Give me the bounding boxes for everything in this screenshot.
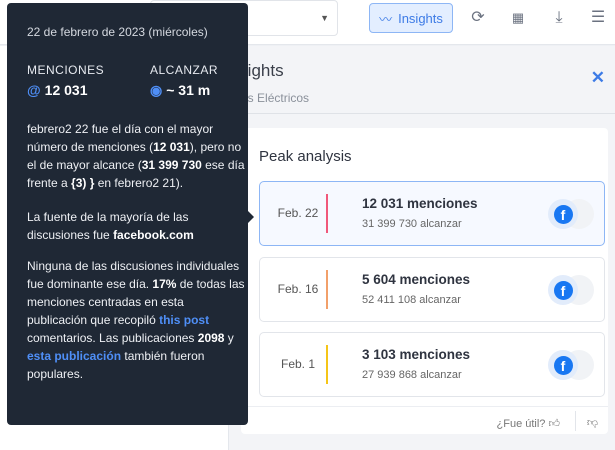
tooltip-paragraph-source: La fuente de la mayoría de las discusion… bbox=[27, 210, 194, 242]
insights-button[interactable]: 〰 Insights bbox=[369, 3, 453, 33]
peak-tooltip: 22 de febrero de 2023 (miércoles) MENCIO… bbox=[7, 3, 254, 425]
feedback-question: ¿Fue útil? 👍︎ bbox=[496, 418, 561, 430]
divider bbox=[575, 411, 576, 431]
peak-date: Feb. 1 bbox=[280, 357, 316, 371]
close-icon[interactable]: ✕ bbox=[590, 68, 605, 87]
card-title: Peak analysis bbox=[259, 148, 352, 165]
insights-label: Insights bbox=[398, 10, 443, 26]
reach-stat: ALCANZAR ◉ ~ 31 m bbox=[150, 63, 219, 98]
peak-mentions: 5 604 menciones bbox=[362, 272, 471, 287]
tooltip-paragraph-peak: febrero2 22 fue el día con el mayor núme… bbox=[27, 122, 245, 190]
peak-color-bar bbox=[326, 345, 328, 384]
peak-date: Feb. 16 bbox=[277, 282, 319, 296]
peak-mentions: 12 031 menciones bbox=[362, 196, 478, 211]
trend-icon: 〰 bbox=[379, 11, 393, 27]
peak-analysis-card: Peak analysis Feb. 22 12 031 menciones 3… bbox=[241, 128, 608, 434]
peak-date: Feb. 22 bbox=[277, 206, 319, 220]
download-icon[interactable]: ⤓ bbox=[555, 9, 563, 26]
peak-color-bar bbox=[326, 194, 328, 233]
peak-reach: 31 399 730 alcanzar bbox=[362, 218, 462, 230]
peak-reach: 27 939 868 alcanzar bbox=[362, 369, 462, 381]
peak-item[interactable]: Feb. 22 12 031 menciones 31 399 730 alca… bbox=[259, 181, 605, 246]
sliders-icon[interactable]: ☰ bbox=[590, 9, 606, 26]
at-icon: @ bbox=[27, 82, 41, 98]
mentions-stat: MENCIONES @12 031 bbox=[27, 63, 105, 98]
peak-reach: 52 411 108 alcanzar bbox=[362, 294, 461, 306]
peak-color-bar bbox=[326, 270, 328, 309]
broadcast-icon: ◉ bbox=[150, 82, 163, 98]
divider bbox=[229, 113, 615, 114]
insights-panel: Insights Autos Eléctricos ✕ Peak analysi… bbox=[223, 46, 615, 450]
thumbs-up-icon[interactable]: 👍︎ bbox=[548, 418, 561, 430]
facebook-icon: f bbox=[548, 350, 578, 380]
facebook-icon: f bbox=[548, 275, 578, 305]
peak-item[interactable]: Feb. 16 5 604 menciones 52 411 108 alcan… bbox=[259, 257, 605, 322]
grid-icon[interactable]: ▦ bbox=[511, 10, 525, 25]
peak-mentions: 3 103 menciones bbox=[362, 347, 471, 362]
tooltip-date: 22 de febrero de 2023 (miércoles) bbox=[27, 25, 208, 39]
feedback-bar: ¿Fue útil? 👍︎ 👎︎ bbox=[241, 406, 608, 436]
thumbs-down-icon[interactable]: 👎︎ bbox=[586, 417, 598, 429]
refresh-icon[interactable]: ⟳ bbox=[471, 9, 485, 26]
tooltip-paragraph-discussions: Ninguna de las discusiones individuales … bbox=[27, 259, 245, 381]
peak-item[interactable]: Feb. 1 3 103 menciones 27 939 868 alcanz… bbox=[259, 332, 605, 397]
esta-publicacion-link[interactable]: esta publicación bbox=[27, 349, 122, 363]
this-post-link[interactable]: this post bbox=[159, 313, 210, 327]
caret-down-icon: ▼ bbox=[320, 13, 329, 23]
tooltip-arrow bbox=[248, 211, 254, 223]
facebook-icon: f bbox=[548, 199, 578, 229]
